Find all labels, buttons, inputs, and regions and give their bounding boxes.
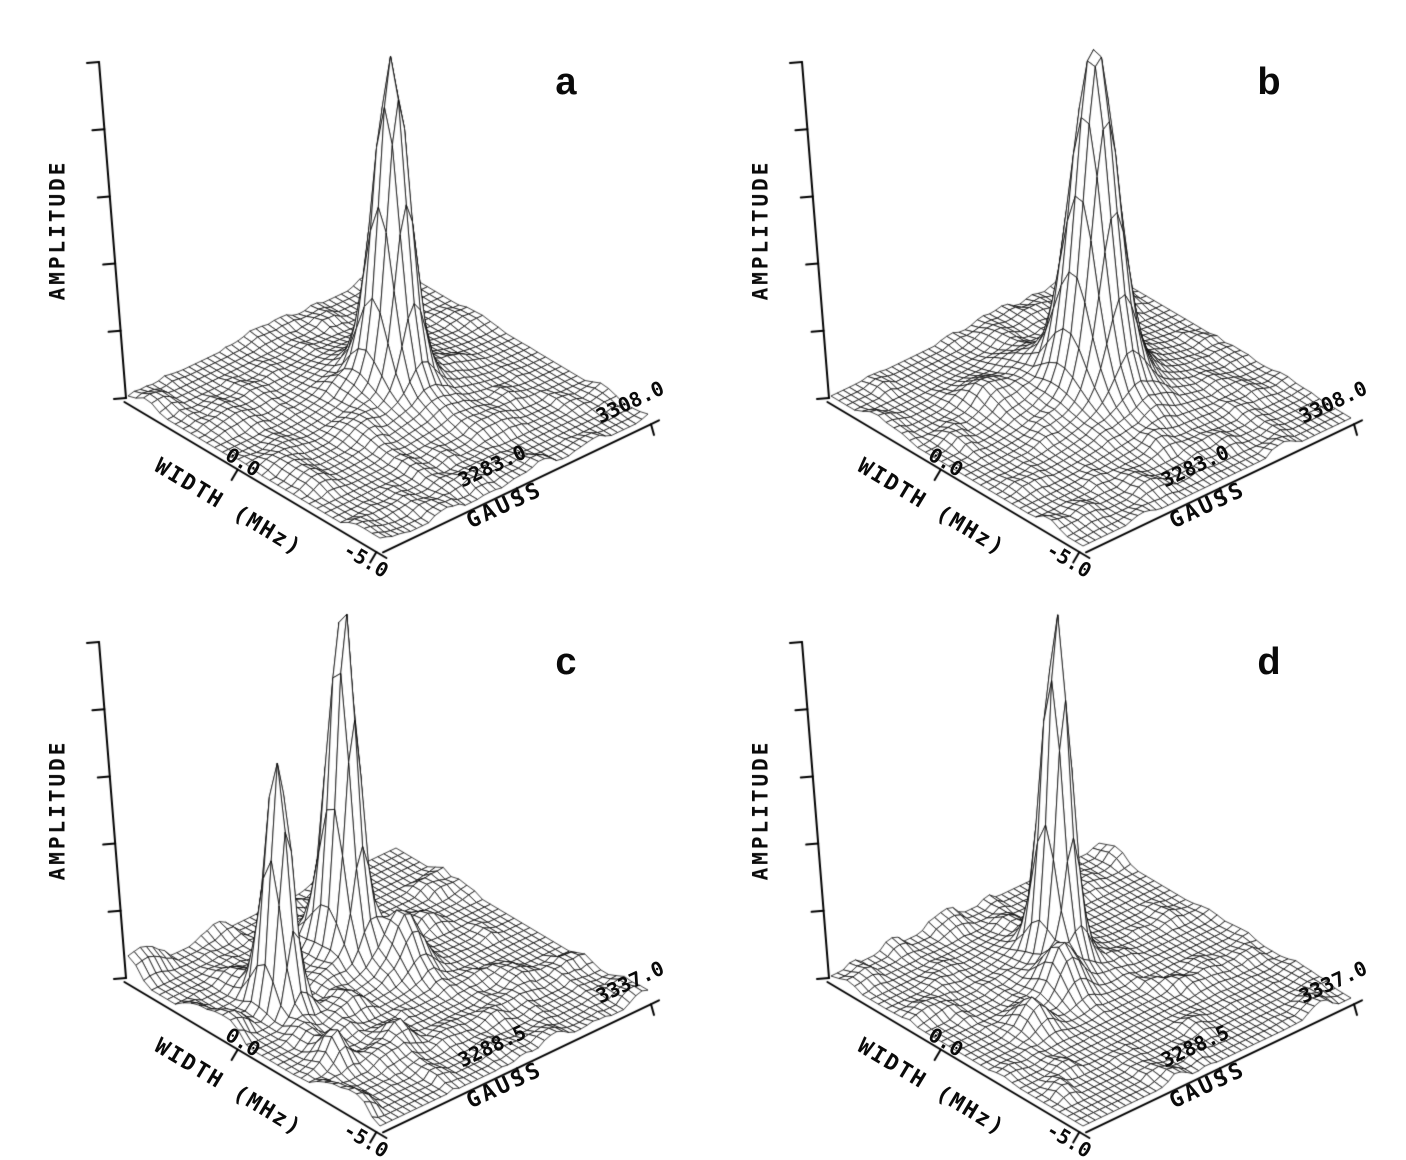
amplitude-axis-label: AMPLITUDE [45,739,70,881]
panel-letter-d: d [1257,641,1281,683]
amplitude-axis-label: AMPLITUDE [748,159,773,301]
surface-plot-canvas-a [0,0,703,580]
panel-b: AMPLITUDE WIDTH (MHz) 0.0 -5.0 GAUSS 328… [703,0,1406,583]
amplitude-axis-label: AMPLITUDE [45,159,70,301]
panel-letter-b: b [1257,61,1281,103]
surface-plot-canvas-c [0,580,703,1160]
panel-letter-c: c [555,641,577,683]
panel-c: AMPLITUDE WIDTH (MHz) 0.0 -5.0 GAUSS 328… [0,580,703,1160]
amplitude-axis-label: AMPLITUDE [748,739,773,881]
surface-plot-canvas-b [703,0,1406,580]
surface-plot-canvas-d [703,580,1406,1160]
panel-letter-a: a [555,61,577,103]
panel-a: AMPLITUDE WIDTH (MHz) 0.0 -5.0 GAUSS 328… [0,0,703,583]
panel-d: AMPLITUDE WIDTH (MHz) 0.0 -5.0 GAUSS 328… [703,580,1406,1160]
